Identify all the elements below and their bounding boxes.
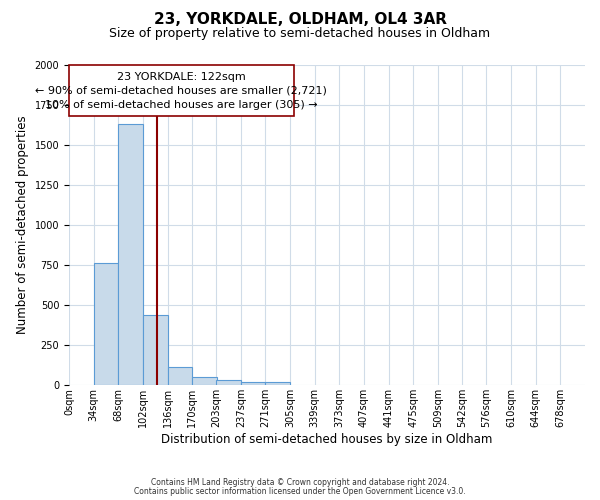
Text: 23, YORKDALE, OLDHAM, OL4 3AR: 23, YORKDALE, OLDHAM, OL4 3AR bbox=[154, 12, 446, 28]
Y-axis label: Number of semi-detached properties: Number of semi-detached properties bbox=[16, 116, 29, 334]
FancyBboxPatch shape bbox=[69, 65, 293, 116]
Bar bbox=[118, 124, 143, 385]
Bar bbox=[94, 264, 118, 385]
Bar bbox=[216, 380, 241, 385]
Bar bbox=[167, 368, 192, 385]
Text: Contains public sector information licensed under the Open Government Licence v3: Contains public sector information licen… bbox=[134, 487, 466, 496]
Bar bbox=[241, 382, 265, 385]
Text: 23 YORKDALE: 122sqm
← 90% of semi-detached houses are smaller (2,721)
10% of sem: 23 YORKDALE: 122sqm ← 90% of semi-detach… bbox=[35, 72, 327, 110]
Text: Contains HM Land Registry data © Crown copyright and database right 2024.: Contains HM Land Registry data © Crown c… bbox=[151, 478, 449, 487]
Bar bbox=[265, 382, 290, 385]
Bar bbox=[192, 377, 217, 385]
Bar bbox=[143, 314, 167, 385]
Text: Size of property relative to semi-detached houses in Oldham: Size of property relative to semi-detach… bbox=[109, 28, 491, 40]
X-axis label: Distribution of semi-detached houses by size in Oldham: Distribution of semi-detached houses by … bbox=[161, 432, 493, 446]
